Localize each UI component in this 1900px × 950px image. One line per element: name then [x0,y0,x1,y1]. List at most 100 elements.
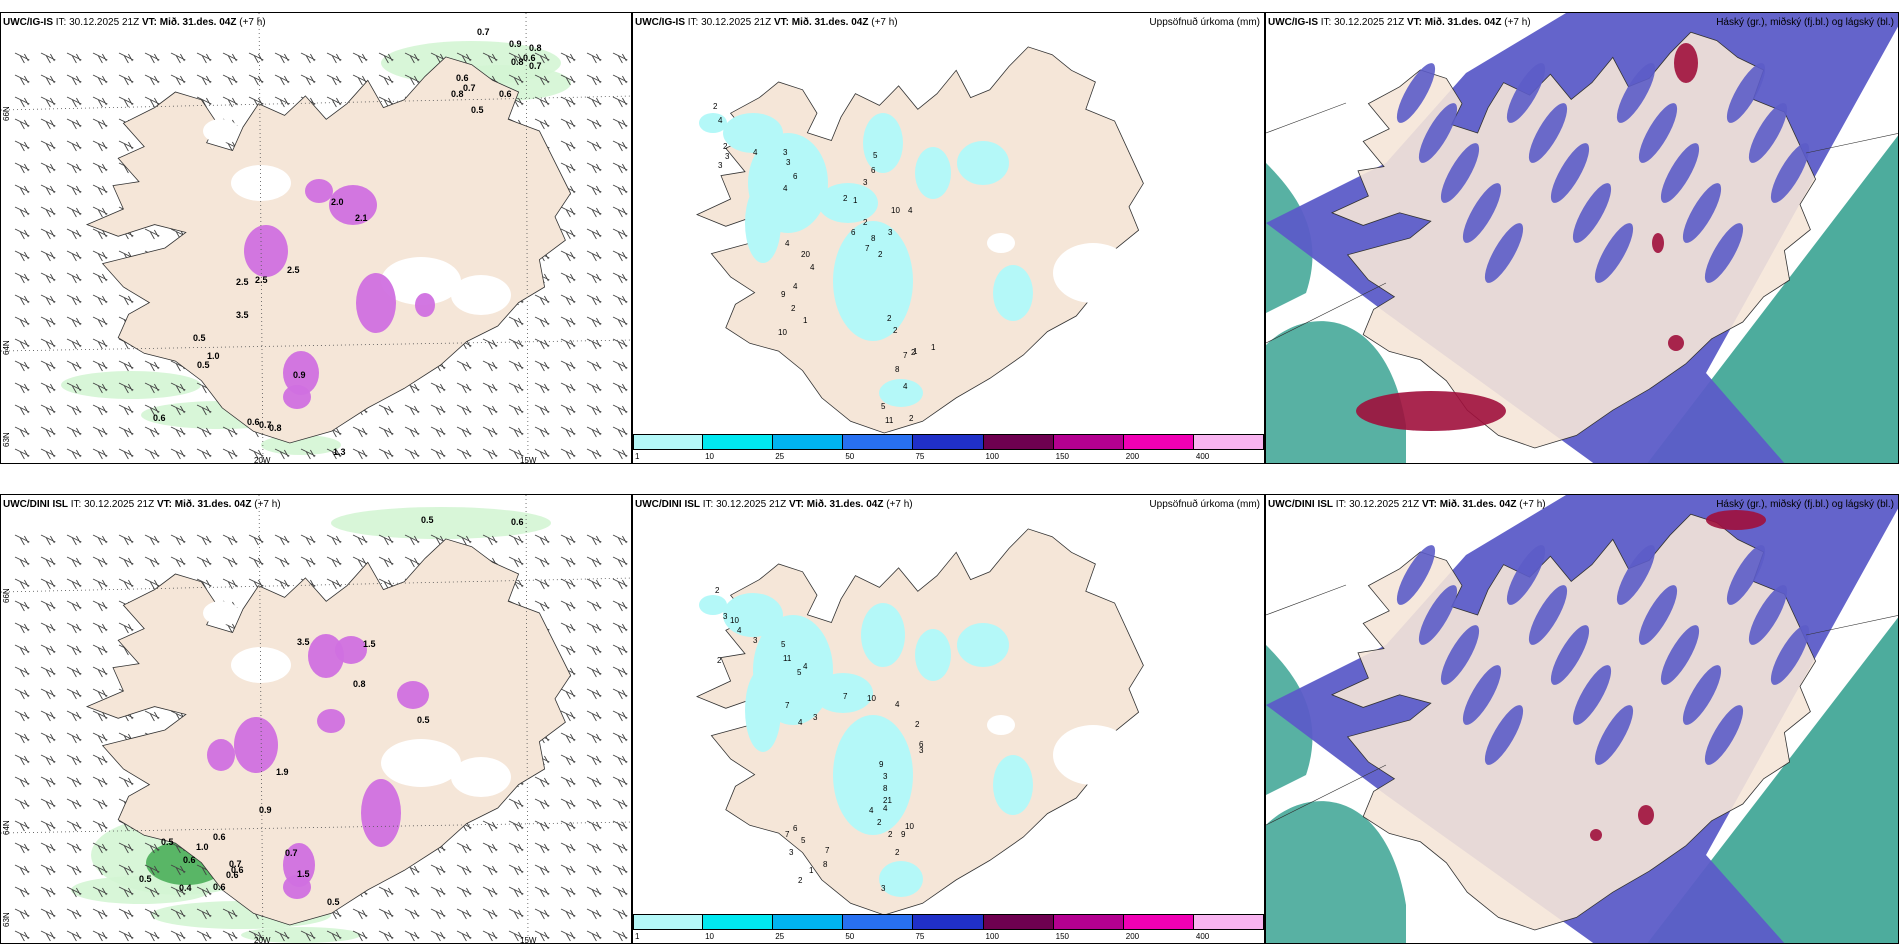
wind-barb [586,820,602,832]
precip-value-label: 0.8 [353,679,366,689]
wind-barb [612,448,628,460]
colorbar-tick-label: 25 [775,452,785,461]
wind-barb [66,732,82,744]
wind-barb [40,556,56,568]
wind-barb [40,96,56,108]
wind-barb [586,534,602,546]
wind-barb [40,250,56,262]
wind-barb [274,534,290,546]
high-cloud-streak [1638,103,1678,163]
precip-value-label: 2 [915,720,920,729]
lat-label-63: 63N [2,432,11,447]
precip-value-label: 0.7 [463,83,476,93]
wind-barb [40,666,56,678]
panel-r2-wind: UWC/DINI ISL IT: 30.12.2025 21Z VT: Mið.… [0,494,632,944]
wind-barb [196,908,212,920]
precip-value-label: 0.6 [231,865,244,875]
wind-barb [560,776,576,788]
precip-light-area [61,371,201,399]
wind-barb [456,534,472,546]
wind-barb [92,754,108,766]
precip-value-label: 1 [931,343,936,352]
wind-barb [560,140,576,152]
wind-barb [586,118,602,130]
wind-barb [118,74,134,86]
wind-barb [560,600,576,612]
wind-barb [612,556,628,568]
wind-barb [430,404,446,416]
precip-value-label: 4 [718,116,723,125]
convective-area [305,179,333,203]
wind-barb [92,360,108,372]
precip-value-label: 0.8 [269,423,282,433]
wind-barb [612,162,628,174]
wind-barb [66,666,82,678]
grid-line [1266,102,1347,134]
precip-value-label: 11 [783,654,792,663]
wind-barb [612,930,628,942]
wind-barb [534,600,550,612]
wind-barb [92,118,108,130]
wind-barb [560,426,576,438]
precip-value-label: 8 [883,784,888,793]
wind-barb [118,864,134,876]
precip-area [915,147,951,199]
precip-colorbar: 1 10 25 50 75 100 150 200 400 [633,434,1264,463]
wind-barb [14,272,30,284]
panel-r2-cloud: UWC/DINI ISL IT: 30.12.2025 21Z VT: Mið.… [1265,494,1899,944]
wind-barb [118,776,134,788]
precip-value-label: 0.8 [511,57,524,67]
precip-value-label: 20 [801,250,810,259]
precip-value-label: 4 [903,382,908,391]
wind-barb [404,52,420,64]
panel-header: UWC/IG-IS IT: 30.12.2025 21Z VT: Mið. 31… [3,17,266,28]
wind-barb [92,556,108,568]
wind-barb [326,930,342,942]
wind-barb [144,52,160,64]
precip-value-label: 2 [878,250,883,259]
precip-value-label: 5 [801,836,806,845]
wind-barb [612,404,628,416]
precip-value-label: 2 [887,314,892,323]
wind-barb [508,426,524,438]
wind-barb [92,74,108,86]
wind-barb [144,404,160,416]
wind-barb [118,294,134,306]
wind-barb [612,644,628,656]
wind-barb [40,886,56,898]
parallel-66n [1,95,631,111]
wind-barb [404,886,420,898]
precip-area [993,265,1033,321]
wind-barb [456,448,472,460]
wind-barb [612,886,628,898]
panel-r1-precip: UWC/IG-IS IT: 30.12.2025 21Z VT: Mið. 31… [632,12,1265,464]
wind-barb [92,578,108,590]
wind-barb [222,448,238,460]
wind-barb [560,864,576,876]
grid-line [1266,764,1387,826]
precip-value-label: 2 [723,142,728,151]
colorbar-tick-label: 75 [915,932,925,941]
wind-precip-map: 0.70.9 0.80.60.60.80.70.60.8 0.70.52.02.13… [1,13,631,463]
wind-barb [144,930,160,942]
mid-cloud-area [1266,321,1406,463]
precip-value-label: 4 [785,239,790,248]
wind-barb [352,534,368,546]
wind-barb [66,426,82,438]
wind-barb [586,556,602,568]
precip-value-label: 3 [783,148,788,157]
wind-barb [508,404,524,416]
wind-barb [92,600,108,612]
wind-barb [118,556,134,568]
wind-barb [66,360,82,372]
wind-barb [40,52,56,64]
wind-barb [508,316,524,328]
wind-barb [560,930,576,942]
wind-barb [118,426,134,438]
graticule [1,13,631,463]
convective-area [361,779,401,847]
wind-barb [14,776,30,788]
wind-barb [196,556,212,568]
wind-barb [456,864,472,876]
precip-value-label: 6 [793,824,798,833]
